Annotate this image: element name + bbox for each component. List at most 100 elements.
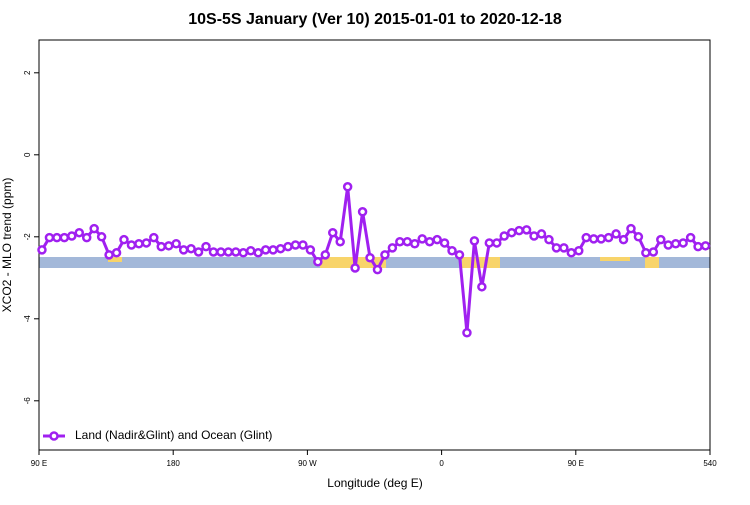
x-tick-label: 90 E — [31, 459, 47, 468]
data-point — [283, 241, 293, 252]
data-point — [171, 239, 181, 249]
data-point — [499, 231, 509, 241]
data-point — [424, 236, 435, 247]
x-axis-label: Longitude (deg E) — [327, 476, 422, 490]
data-point — [574, 245, 584, 256]
data-point — [641, 248, 651, 258]
legend-marker — [49, 431, 59, 441]
data-point — [588, 234, 599, 244]
data-point — [268, 245, 278, 255]
data-point — [447, 245, 457, 256]
y-tick-label: 0 — [23, 152, 32, 157]
data-point — [208, 247, 219, 257]
data-point — [67, 231, 77, 241]
y-tick-label: -2 — [23, 233, 32, 241]
x-tick-label: 90 E — [568, 459, 584, 468]
data-point — [216, 247, 226, 257]
data-point — [365, 252, 375, 263]
data-point — [395, 236, 405, 247]
data-point — [521, 225, 532, 235]
data-point — [544, 234, 554, 245]
data-point — [551, 243, 562, 253]
data-point — [633, 232, 644, 242]
data-point — [320, 250, 331, 260]
data-point — [37, 245, 47, 255]
data-point — [178, 245, 189, 255]
data-point — [156, 241, 167, 252]
data-point — [238, 248, 249, 258]
data-point — [298, 240, 308, 250]
data-point — [350, 263, 360, 273]
data-point — [313, 257, 323, 267]
data-point — [275, 243, 286, 254]
x-tick-label: 540 — [703, 459, 717, 468]
data-point — [193, 247, 204, 257]
data-point — [663, 240, 673, 250]
data-point — [596, 234, 606, 244]
data-point — [149, 232, 159, 243]
data-point — [186, 243, 196, 254]
data-point — [529, 231, 539, 241]
data-point — [700, 241, 711, 251]
data-point — [618, 234, 629, 245]
data-point — [357, 207, 368, 217]
y-tick-label: -4 — [23, 315, 32, 323]
x-tick-label: 180 — [167, 459, 181, 468]
land-band — [108, 257, 122, 262]
data-point — [305, 245, 316, 255]
data-point — [693, 241, 703, 252]
data-point — [163, 241, 174, 251]
data-point — [506, 227, 517, 238]
data-point — [462, 327, 472, 338]
data-point — [245, 245, 256, 256]
data-point — [410, 239, 420, 249]
y-tick-label: -6 — [23, 397, 32, 405]
x-tick-label: 90 W — [298, 459, 317, 468]
land-band — [600, 257, 630, 261]
y-tick-label: 2 — [23, 70, 32, 75]
data-point — [402, 236, 413, 247]
data-point — [484, 238, 495, 248]
land-band — [645, 257, 659, 268]
data-point — [290, 240, 301, 250]
data-point — [335, 236, 345, 247]
data-point — [536, 229, 547, 239]
data-point — [380, 250, 390, 260]
data-point — [111, 248, 122, 258]
data-point — [81, 232, 92, 243]
chart-title: 10S-5S January (Ver 10) 2015-01-01 to 20… — [188, 11, 562, 28]
data-point — [469, 236, 480, 246]
data-point — [253, 248, 263, 258]
data-point — [514, 225, 524, 236]
data-point — [492, 238, 502, 248]
data-point — [342, 182, 353, 192]
data-point — [611, 229, 621, 239]
data-point — [74, 227, 85, 238]
data-point — [387, 243, 398, 253]
data-point — [678, 238, 688, 248]
data-point — [201, 241, 211, 252]
data-point — [581, 232, 591, 243]
data-point — [656, 234, 666, 245]
data-point — [439, 238, 450, 248]
data-point — [104, 250, 114, 260]
data-point — [223, 247, 234, 257]
data-point — [96, 232, 107, 242]
data-point — [141, 238, 152, 248]
data-point — [477, 282, 487, 292]
data-point — [260, 245, 271, 255]
land-band — [462, 257, 500, 268]
data-point — [44, 232, 55, 243]
data-point — [685, 232, 696, 243]
data-point — [52, 232, 62, 243]
data-point — [89, 223, 99, 234]
data-point — [670, 239, 681, 249]
data-point — [59, 232, 70, 243]
data-point — [119, 234, 129, 245]
data-point — [566, 248, 577, 258]
data-point — [327, 227, 338, 238]
data-point — [417, 234, 427, 244]
x-tick-label: 0 — [439, 459, 444, 468]
